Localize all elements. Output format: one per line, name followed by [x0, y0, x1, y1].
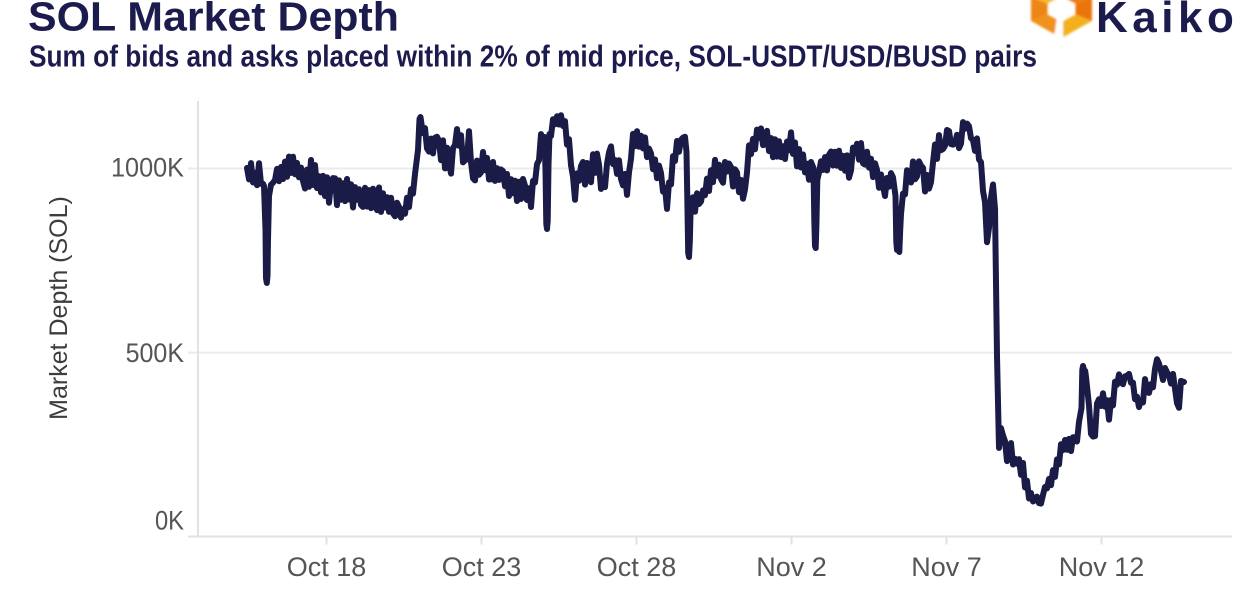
svg-text:Oct 23: Oct 23 — [442, 552, 522, 582]
svg-text:1000K: 1000K — [111, 153, 184, 183]
svg-text:Sum of bids and asks placed wi: Sum of bids and asks placed within 2% of… — [29, 39, 1037, 74]
svg-text:SOL Market Depth: SOL Market Depth — [28, 0, 399, 40]
svg-text:Oct 28: Oct 28 — [597, 552, 677, 582]
svg-text:500K: 500K — [126, 338, 185, 368]
svg-text:0K: 0K — [155, 506, 184, 536]
svg-text:Nov 2: Nov 2 — [756, 552, 827, 582]
svg-text:Nov 7: Nov 7 — [911, 552, 982, 582]
svg-text:Nov 12: Nov 12 — [1059, 552, 1145, 582]
svg-text:Kaiko: Kaiko — [1096, 0, 1238, 42]
svg-text:Oct 18: Oct 18 — [287, 552, 367, 582]
svg-text:Market Depth (SOL): Market Depth (SOL) — [45, 196, 73, 420]
